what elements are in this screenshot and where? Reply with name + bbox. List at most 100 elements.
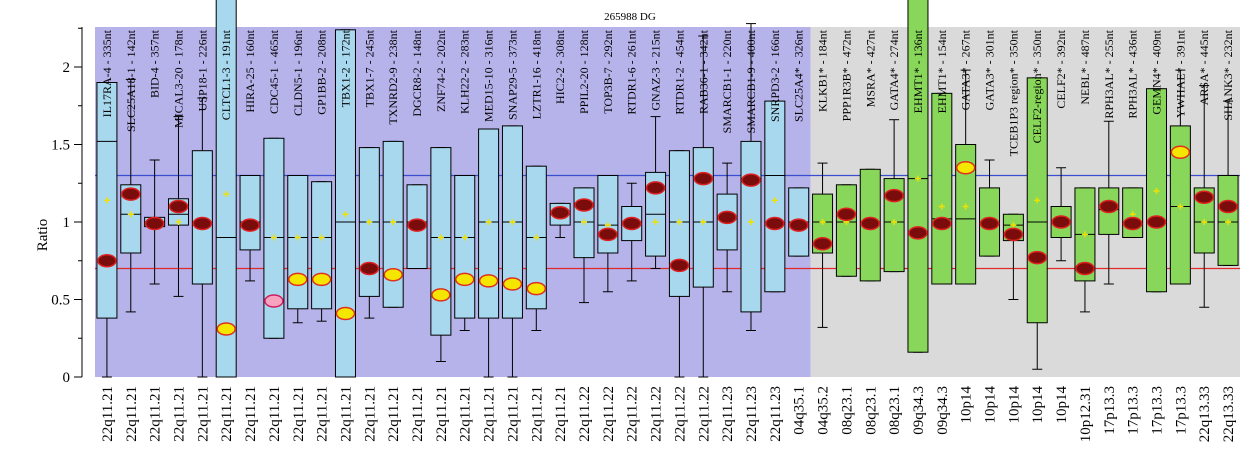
sample-ratio-marker (645, 181, 666, 195)
probe-label: ZNF74-2 - 202nt (434, 29, 448, 112)
category-label: 08q23.1 (887, 386, 903, 435)
region-backgrounds (95, 27, 1240, 377)
region-control-background (810, 27, 1240, 377)
sample-ratio-marker (288, 272, 308, 287)
sample-ratio-marker (1027, 250, 1047, 265)
probe-label: SLC25A18-1 - 142nt (124, 29, 138, 132)
category-label: 10p14 (1006, 386, 1022, 424)
sample-ratio-marker (168, 199, 189, 214)
category-labels: 22q11.21 22q11.21 22q11.21 22q11.21 22q11.21… (100, 386, 1237, 443)
category-label: 22q11.21 (100, 386, 116, 442)
box (120, 184, 142, 254)
probe-label: CLDN5-1 - 196nt (291, 29, 305, 116)
probe-label: RTDR1-2 - 454nt (672, 29, 686, 114)
sample-ratio-marker (1170, 145, 1191, 159)
category-label: 22q11.21 (267, 386, 283, 442)
box (430, 147, 452, 336)
category-label: 22q11.21 (315, 386, 331, 442)
box (955, 144, 977, 285)
chart-title: 265988 DG (604, 11, 656, 23)
category-label: 22q11.22 (649, 386, 665, 442)
probe-label: GATA3* - 267nt (959, 29, 973, 110)
category-label: 22q11.21 (386, 386, 402, 442)
sample-ratio-marker (407, 218, 427, 232)
category-label: 17p13.3 (1102, 386, 1118, 435)
category-label: 22q11.22 (601, 386, 617, 442)
probe-label: SNRPD3-2 - 166nt (768, 29, 782, 122)
box (764, 100, 786, 293)
probe-label: YWHAE* - 391nt (1173, 29, 1187, 118)
category-label: 22q11.21 (505, 386, 521, 442)
category-label: 22q11.21 (124, 386, 140, 442)
category-label: 22q11.21 (148, 386, 164, 442)
probe-label: GATA4* - 274nt (887, 29, 901, 110)
category-label: 10p14 (959, 386, 975, 424)
sample-ratio-marker (1051, 215, 1071, 229)
probe-label: RPH3AL* - 436nt (1126, 29, 1140, 118)
sample-ratio-marker (741, 173, 761, 187)
probe-label: RAB36-1 - 342nt (696, 29, 710, 114)
probe-labels: IL17RA-4 - 335nt SLC25A18-1 - 142nt BID-4 … (100, 29, 1235, 156)
category-label: 22q11.22 (672, 386, 688, 442)
reference-lines (95, 174, 1240, 270)
sample-ratio-marker (240, 218, 260, 232)
sample-ratio-marker (1146, 215, 1167, 229)
category-label: 22q11.22 (696, 386, 712, 442)
sample-ratio-marker (454, 272, 475, 287)
category-label: 09q34.3 (935, 386, 951, 435)
category-label: 22q11.21 (410, 386, 426, 442)
probe-label: RPH3AL* - 255nt (1102, 29, 1116, 118)
sample-ratio-marker (932, 216, 952, 231)
probe-label: EHMT1* - 136nt (911, 29, 925, 113)
sample-ratio-marker (192, 216, 213, 231)
category-label: 22q11.21 (171, 386, 187, 442)
box (883, 178, 905, 273)
probe-label: HIRA-25 - 160nt (243, 29, 257, 112)
sample-ratio-marker (264, 294, 284, 308)
category-label: 17p13.3 (1173, 386, 1189, 435)
category-label: 17p13.3 (1150, 386, 1166, 435)
sample-ratio-marker (431, 288, 451, 302)
probe-label: ARSA* - 445nt (1197, 29, 1211, 105)
category-label: 10p14 (983, 386, 999, 424)
sample-ratio-marker (1075, 261, 1095, 276)
probe-label: IL17RA-4 - 335nt (100, 29, 114, 117)
probe-label: BID-4 - 357nt (148, 29, 162, 98)
y-tick-label: 0 (63, 370, 71, 386)
probe-label: PPIL2-20 - 128nt (577, 29, 591, 114)
box (215, 0, 237, 378)
probe-label: SMARCB1-1 - 220nt (720, 29, 734, 133)
category-label: 22q11.21 (243, 386, 259, 442)
sample-ratio-marker (1122, 216, 1143, 231)
category-label: 22q11.21 (553, 386, 569, 442)
category-label: 22q11.21 (529, 386, 545, 442)
sample-ratio-marker (574, 198, 594, 212)
category-label: 22q11.21 (291, 386, 307, 442)
probe-label: NEBL* - 487nt (1078, 29, 1092, 104)
sample-ratio-marker (478, 274, 499, 288)
category-label: 22q11.23 (744, 386, 760, 442)
sample-ratio-marker (621, 216, 642, 231)
y-tick-label: 1.5 (51, 138, 70, 154)
sample-ratio-marker (1194, 190, 1214, 204)
sample-ratio-marker (669, 258, 690, 273)
probe-label: GATA3* - 301nt (983, 29, 997, 110)
category-label: 22q11.21 (482, 386, 498, 442)
probe-label: USP18-1 - 226nt (195, 29, 209, 111)
sample-ratio-marker (979, 216, 1000, 231)
box (311, 181, 333, 310)
sample-ratio-marker (717, 210, 737, 225)
category-label: 22q11.23 (768, 386, 784, 442)
sample-ratio-marker (908, 226, 928, 240)
sample-ratio-marker (97, 254, 117, 268)
sample-ratio-marker (550, 205, 570, 220)
sample-ratio-marker (884, 188, 904, 203)
category-label: 22q11.21 (458, 386, 474, 442)
box (692, 147, 714, 288)
probe-label: MED15-10 - 316nt (482, 29, 496, 122)
y-axis-label: Ratio (35, 219, 51, 252)
box (740, 140, 762, 313)
category-label: 08q23.1 (863, 386, 879, 435)
probe-label: DGCR8-2 - 148nt (410, 29, 424, 116)
